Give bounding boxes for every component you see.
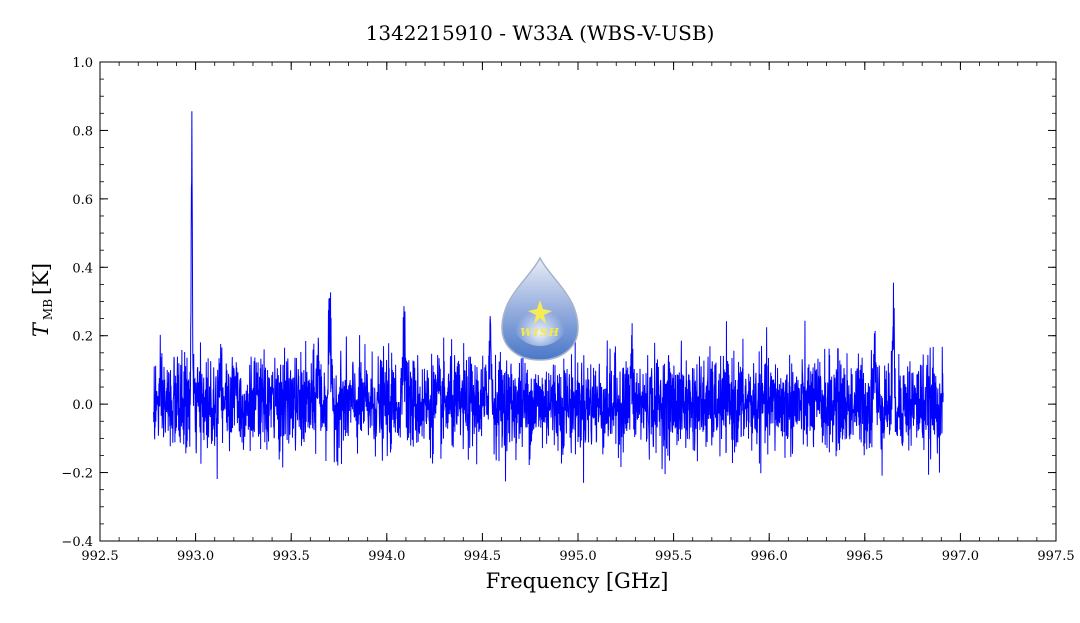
x-tick-label: 992.5 xyxy=(81,549,118,564)
x-tick-label: 996.0 xyxy=(751,549,788,564)
x-tick-label: 995.0 xyxy=(559,549,596,564)
x-tick-label: 995.5 xyxy=(655,549,692,564)
y-tick-label: 0.2 xyxy=(72,330,93,345)
y-tick-label: 0.8 xyxy=(72,124,93,139)
plot-area xyxy=(153,111,944,483)
spectrum-line xyxy=(153,111,944,483)
x-axis-title: Frequency [GHz] xyxy=(486,569,669,593)
y-tick-label: 0.0 xyxy=(72,398,93,413)
x-tick-label: 997.5 xyxy=(1037,549,1074,564)
wish-logo-text: WISH xyxy=(520,326,560,339)
y-tick-label: −0.4 xyxy=(61,535,93,550)
wish-star-icon xyxy=(528,300,552,324)
x-axis: 992.5 993.0 993.5 994.0 994.5 995.0 995.5 996.0… xyxy=(81,62,1075,564)
plot-frame xyxy=(99,61,1057,542)
x-tick-label: 997.0 xyxy=(942,549,979,564)
x-tick-label: 994.5 xyxy=(464,549,501,564)
x-tick-label: 994.0 xyxy=(368,549,405,564)
y-axis-title-subscript: MB xyxy=(41,299,55,320)
chart-title: 1342215910 - W33A (WBS-V-USB) xyxy=(366,21,715,45)
y-axis-title-symbol: T xyxy=(29,321,53,337)
x-tick-label: 993.5 xyxy=(273,549,310,564)
svg-text:TMB[K]: TMB [K] xyxy=(29,263,55,337)
wish-logo: WISH xyxy=(501,256,579,361)
y-tick-label: 0.6 xyxy=(72,193,93,208)
x-tick-label: 996.5 xyxy=(846,549,883,564)
y-axis: −0.4 −0.2 0.0 0.2 0.4 0.6 0.8 1.0 xyxy=(61,56,1056,550)
wish-drop-glow xyxy=(512,294,568,346)
y-axis-title-unit: [K] xyxy=(29,263,53,295)
y-tick-label: 0.4 xyxy=(72,261,93,276)
y-tick-label: 1.0 xyxy=(72,56,93,71)
y-tick-label: −0.2 xyxy=(61,467,93,482)
x-tick-label: 993.0 xyxy=(177,549,214,564)
y-axis-title: TMB [K] xyxy=(29,263,55,337)
